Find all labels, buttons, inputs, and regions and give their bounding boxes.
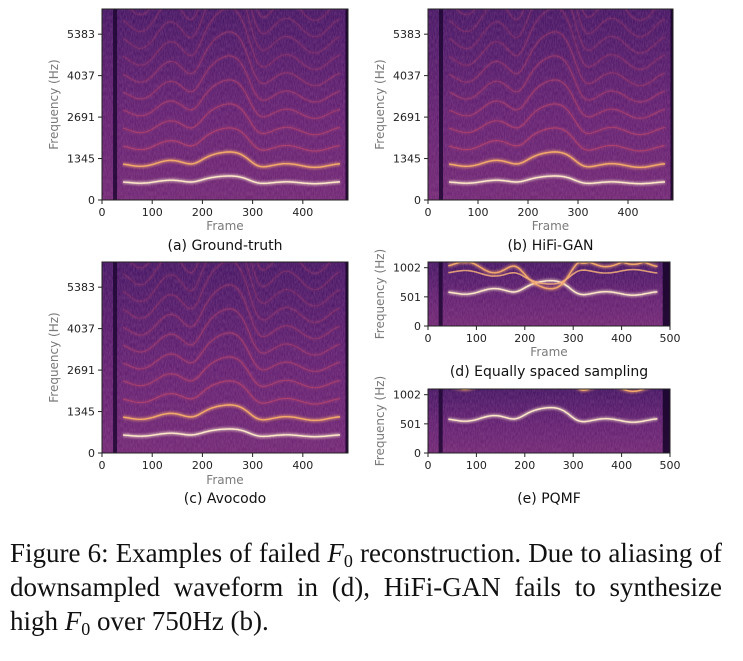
x-tick-label: 100: [468, 206, 489, 219]
y-tick-label: 2691: [67, 111, 95, 124]
x-tick-label: 400: [292, 206, 313, 219]
y-tick-label: 2691: [67, 364, 95, 377]
x-tick-label: 300: [242, 459, 263, 472]
y-tick-label: 0: [414, 447, 421, 460]
x-tick-label: 200: [192, 459, 213, 472]
y-tick-label: 5383: [393, 28, 421, 41]
spectrogram-panel-b: 0 1345 2691 4037 5383 0 100 200 300 400 Frame Frequ…: [373, 8, 674, 254]
spectrogram-image: [102, 262, 348, 453]
x-axis-label: Frame: [532, 219, 569, 233]
y-tick-label: 4037: [67, 70, 95, 83]
spectrogram-image: [428, 262, 670, 326]
x-tick-label: 200: [518, 206, 539, 219]
y-tick-label: 1002: [393, 389, 421, 402]
y-tick-label: 1002: [393, 262, 421, 275]
x-tick-label: 300: [242, 206, 263, 219]
y-tick-label: 5383: [67, 28, 95, 41]
y-tick-label: 0: [414, 320, 421, 333]
subfigure-caption-d: (d) Equally spaced sampling: [450, 364, 648, 380]
caption-label: Figure 6:: [10, 538, 109, 568]
x-tick-label: 400: [292, 459, 313, 472]
y-tick-label: 0: [88, 447, 95, 460]
y-tick-label: 501: [400, 418, 421, 431]
caption-text-3: over 750Hz (b).: [90, 606, 269, 636]
subfigure-caption-e: (e) PQMF: [517, 491, 581, 507]
y-tick-label: 1345: [67, 153, 95, 166]
x-tick-label: 200: [192, 206, 213, 219]
x-tick-label: 100: [142, 459, 163, 472]
y-tick-label: 0: [414, 194, 421, 207]
caption-text-2: reconstruction. Due to aliasing of downs…: [10, 538, 722, 636]
y-tick-label: 4037: [393, 70, 421, 83]
spectrogram-panel-d: 0 501 1002 0 100 200 300 400 500 Frame Frequency (…: [373, 249, 681, 380]
subfigure-caption-a: (a) Ground-truth: [168, 238, 283, 254]
x-tick-label: 0: [425, 206, 432, 219]
axes-frame: [101, 8, 349, 201]
x-tick-label: 100: [142, 206, 163, 219]
y-axis-label: Frequency (Hz): [47, 59, 61, 150]
y-axis-label: Frequency (Hz): [373, 59, 387, 150]
axes-frame: [427, 261, 671, 327]
x-tick-label: 400: [611, 332, 632, 345]
x-tick-label: 100: [466, 332, 487, 345]
x-tick-label: 0: [425, 459, 432, 472]
x-tick-label: 400: [618, 206, 639, 219]
spectrogram-image: [428, 389, 670, 453]
x-tick-label: 0: [99, 459, 106, 472]
x-tick-label: 100: [466, 459, 487, 472]
y-tick-label: 4037: [67, 323, 95, 336]
axes-frame: [101, 261, 349, 454]
y-tick-label: 501: [400, 291, 421, 304]
x-tick-label: 0: [425, 332, 432, 345]
x-tick-label: 300: [563, 459, 584, 472]
spectrogram-panel-a: 0 1345 2691 4037 5383 0 100 200 300 400 Frame Frequ…: [47, 8, 349, 254]
x-axis-label: Frame: [206, 219, 243, 233]
x-tick-label: 300: [568, 206, 589, 219]
spectrogram-image: [102, 9, 348, 200]
spectrogram-panel-c: 0 1345 2691 4037 5383 0 100 200 300 400 Frame Frequ…: [47, 261, 349, 507]
spectrogram-image: [428, 9, 673, 200]
axes-frame: [427, 8, 674, 201]
x-tick-label: 200: [514, 332, 535, 345]
f0-symbol: F: [327, 538, 344, 568]
subfigure-caption-c: (c) Avocodo: [184, 491, 266, 507]
figure-caption: Figure 6: Examples of failed F0 reconstr…: [10, 536, 722, 638]
spectrogram-panel-e: 0 501 1002 0 100 200 300 400 500 Frequency (Hz) (e…: [373, 376, 681, 507]
x-tick-label: 200: [514, 459, 535, 472]
y-axis-label: Frequency (Hz): [47, 312, 61, 403]
y-tick-label: 5383: [67, 281, 95, 294]
x-axis-label: Frame: [530, 345, 567, 359]
y-axis-label: Frequency (Hz): [373, 376, 387, 467]
x-tick-label: 300: [563, 332, 584, 345]
y-tick-label: 0: [88, 194, 95, 207]
x-tick-label: 500: [660, 332, 681, 345]
y-axis-label: Frequency (Hz): [373, 249, 387, 340]
x-tick-label: 400: [611, 459, 632, 472]
y-tick-label: 1345: [393, 153, 421, 166]
x-axis-label: Frame: [206, 473, 243, 487]
f0-symbol-2: F: [64, 606, 82, 636]
caption-text-1: Examples of failed: [115, 538, 328, 568]
f0-subscript: 0: [343, 551, 353, 571]
f0-subscript-2: 0: [81, 619, 91, 639]
subfigure-caption-b: (b) HiFi-GAN: [507, 238, 593, 254]
y-tick-label: 1345: [67, 406, 95, 419]
x-tick-label: 0: [99, 206, 106, 219]
axes-frame: [427, 388, 671, 454]
x-tick-label: 500: [660, 459, 681, 472]
y-tick-label: 2691: [393, 111, 421, 124]
